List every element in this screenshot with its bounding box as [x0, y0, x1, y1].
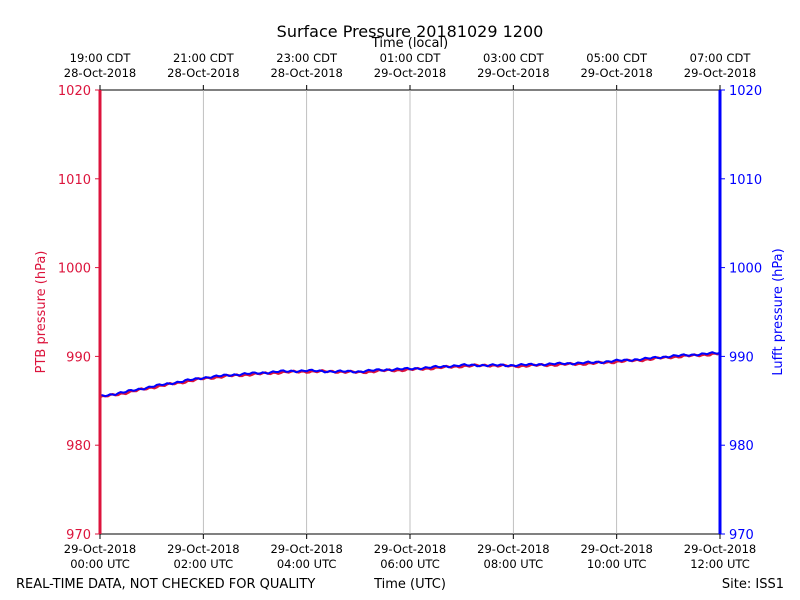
- top-axis-label: Time (local): [371, 36, 448, 51]
- local-tick-time-4: 03:00 CDT: [483, 51, 545, 65]
- left-tick-label-5: 1020: [58, 84, 91, 99]
- utc-tick-time-3: 06:00 UTC: [380, 557, 440, 571]
- left-tick-label-4: 1010: [58, 173, 91, 188]
- local-tick-date-0: 28-Oct-2018: [64, 66, 136, 80]
- utc-tick-time-4: 08:00 UTC: [484, 557, 544, 571]
- right-tick-label-2: 990: [729, 350, 754, 365]
- utc-tick-date-1: 29-Oct-2018: [167, 542, 239, 556]
- left-tick-label-0: 970: [66, 528, 91, 543]
- grid-lines: [202, 90, 618, 534]
- right-tick-label-1: 980: [729, 439, 754, 454]
- utc-tick-date-2: 29-Oct-2018: [270, 542, 342, 556]
- local-tick-date-6: 29-Oct-2018: [684, 66, 756, 80]
- local-tick-time-0: 19:00 CDT: [70, 51, 132, 65]
- right-tick-label-4: 1010: [729, 173, 762, 188]
- left-axis-label: PTB pressure (hPa): [34, 251, 49, 374]
- utc-tick-time-0: 00:00 UTC: [70, 557, 130, 571]
- utc-tick-date-3: 29-Oct-2018: [374, 542, 446, 556]
- series-line-lufft: [100, 351, 721, 398]
- right-tick-label-5: 1020: [729, 84, 762, 99]
- site-label: Site: ISS1: [722, 577, 784, 592]
- utc-tick-date-0: 29-Oct-2018: [64, 542, 136, 556]
- left-tick-label-2: 990: [66, 350, 91, 365]
- right-axis-label: Lufft pressure (hPa): [771, 248, 786, 375]
- utc-tick-time-6: 12:00 UTC: [690, 557, 750, 571]
- axes-layer: 970 970 980 980 990 990 1000 1000 1010 1010 1020 10…: [58, 51, 762, 571]
- x-axis-label: Time (UTC): [373, 577, 446, 592]
- local-tick-date-5: 29-Oct-2018: [580, 66, 652, 80]
- left-tick-label-1: 980: [66, 439, 91, 454]
- local-tick-date-3: 29-Oct-2018: [374, 66, 446, 80]
- right-tick-label-3: 1000: [729, 262, 762, 277]
- right-tick-label-0: 970: [729, 528, 754, 543]
- utc-tick-date-6: 29-Oct-2018: [684, 542, 756, 556]
- series-layer: [99, 351, 721, 399]
- utc-tick-date-4: 29-Oct-2018: [477, 542, 549, 556]
- local-tick-time-1: 21:00 CDT: [173, 51, 235, 65]
- local-tick-time-2: 23:00 CDT: [276, 51, 338, 65]
- chart-title: Surface Pressure 20181029 1200: [277, 22, 544, 41]
- utc-tick-time-5: 10:00 UTC: [587, 557, 647, 571]
- utc-tick-time-1: 02:00 UTC: [174, 557, 234, 571]
- local-tick-date-1: 28-Oct-2018: [167, 66, 239, 80]
- local-tick-time-3: 01:00 CDT: [380, 51, 442, 65]
- local-tick-date-2: 28-Oct-2018: [270, 66, 342, 80]
- local-tick-time-6: 07:00 CDT: [690, 51, 752, 65]
- utc-tick-date-5: 29-Oct-2018: [580, 542, 652, 556]
- left-tick-label-3: 1000: [58, 262, 91, 277]
- local-tick-time-5: 05:00 CDT: [586, 51, 648, 65]
- quality-disclaimer: REAL-TIME DATA, NOT CHECKED FOR QUALITY: [16, 577, 315, 592]
- local-tick-date-4: 29-Oct-2018: [477, 66, 549, 80]
- utc-tick-time-2: 04:00 UTC: [277, 557, 337, 571]
